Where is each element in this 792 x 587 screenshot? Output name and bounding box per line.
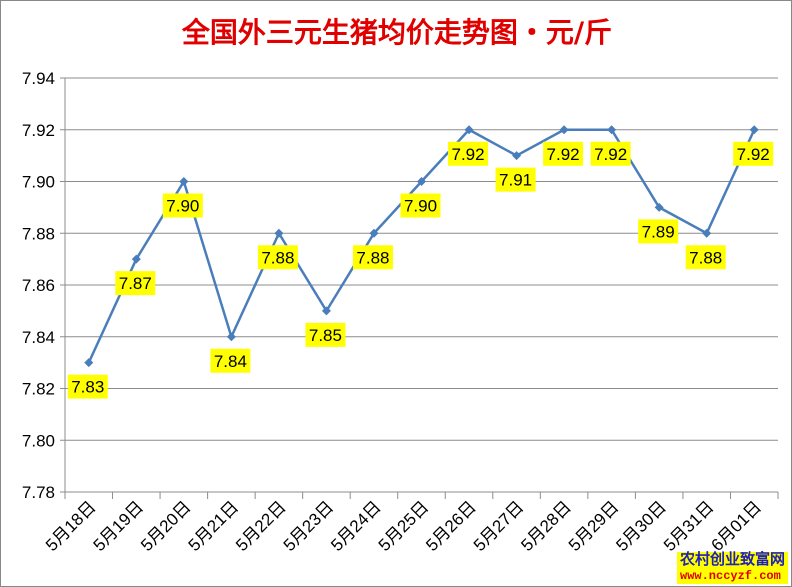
- x-tick-label: 5月19日: [90, 497, 148, 555]
- x-tick-label: 5月26日: [422, 497, 480, 555]
- data-point: [84, 358, 94, 368]
- data-point: [226, 332, 236, 342]
- x-tick-label: 5月23日: [280, 497, 338, 555]
- y-tick-label: 7.78: [22, 483, 55, 502]
- x-tick-label: 6月01日: [708, 497, 766, 555]
- data-label: 7.89: [642, 222, 675, 241]
- y-tick-label: 7.86: [22, 276, 55, 295]
- x-tick-label: 5月29日: [565, 497, 623, 555]
- x-tick-label: 5月28日: [517, 497, 575, 555]
- data-label-bg: [400, 193, 441, 218]
- data-point: [274, 228, 284, 238]
- data-point: [417, 177, 426, 186]
- data-label-bg: [448, 141, 489, 166]
- x-tick-label: 5月21日: [185, 497, 243, 555]
- x-tick-label: 5月25日: [375, 497, 433, 555]
- data-label-bg: [305, 322, 346, 347]
- data-point: [512, 151, 522, 161]
- data-label: 7.88: [356, 248, 389, 267]
- data-label: 7.90: [404, 197, 437, 216]
- data-label: 7.91: [499, 171, 532, 190]
- x-tick-label: 5月27日: [470, 497, 528, 555]
- y-tick-label: 7.88: [22, 224, 55, 243]
- watermark: 农村创业致富网 www.nccyzf.com: [677, 551, 789, 584]
- x-tick-label: 5月30日: [612, 497, 670, 555]
- data-label: 7.92: [594, 145, 627, 164]
- data-label-bg: [495, 167, 536, 192]
- watermark-url: www.nccyzf.com: [680, 569, 781, 583]
- data-label-bg: [67, 374, 108, 399]
- data-label: 7.92: [547, 145, 580, 164]
- x-tick-label: 5月20日: [137, 497, 195, 555]
- y-tick-label: 7.82: [22, 380, 55, 399]
- data-point: [321, 306, 331, 316]
- y-tick-label: 7.80: [22, 431, 55, 450]
- data-label: 7.90: [166, 197, 199, 216]
- data-point: [179, 177, 189, 186]
- data-label: 7.88: [689, 248, 722, 267]
- data-label-bg: [638, 219, 679, 244]
- data-label-bg: [210, 348, 251, 373]
- y-tick-label: 7.92: [22, 121, 55, 140]
- watermark-name: 农村创业致富网: [680, 551, 786, 568]
- x-tick-label: 5月22日: [232, 497, 290, 555]
- data-label-bg: [685, 245, 726, 270]
- data-point: [702, 228, 712, 238]
- series-line: [87, 128, 756, 364]
- data-point: [607, 125, 617, 135]
- data-label: 7.92: [451, 145, 484, 164]
- data-point: [131, 254, 141, 264]
- data-point: [654, 202, 664, 212]
- chart-title: 全国外三元生猪均价走势图・元/斤: [181, 16, 613, 49]
- x-tick-label: 5月31日: [660, 497, 718, 555]
- data-label-bg: [115, 271, 156, 296]
- x-tick-label: 5月18日: [42, 497, 100, 555]
- data-point: [559, 125, 569, 135]
- data-label: 7.85: [309, 326, 342, 345]
- data-label: 7.83: [71, 378, 104, 397]
- y-tick-label: 7.94: [22, 69, 55, 88]
- data-label: 7.88: [261, 248, 294, 267]
- data-label-bg: [543, 141, 584, 166]
- data-label: 7.84: [214, 352, 247, 371]
- data-label: 7.92: [737, 145, 770, 164]
- data-label-bg: [733, 141, 774, 166]
- x-tick-label: 5月24日: [327, 497, 385, 555]
- data-point: [464, 125, 474, 135]
- data-label-bg: [257, 245, 298, 270]
- data-label-bg: [162, 193, 203, 218]
- y-tick-label: 7.84: [22, 328, 55, 347]
- data-point: [749, 125, 759, 135]
- y-tick-label: 7.90: [22, 173, 55, 192]
- data-label: 7.87: [119, 274, 152, 293]
- data-label-bg: [590, 141, 631, 166]
- data-point: [369, 228, 379, 238]
- data-label-bg: [352, 245, 393, 270]
